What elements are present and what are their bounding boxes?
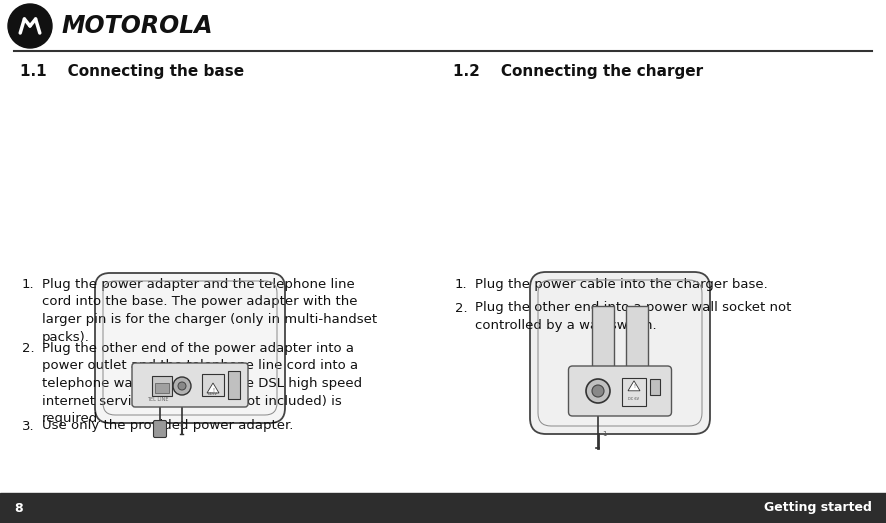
Circle shape	[592, 385, 604, 397]
Circle shape	[586, 379, 610, 403]
Bar	[626, 306, 648, 371]
Text: !: !	[212, 388, 214, 392]
FancyBboxPatch shape	[132, 363, 248, 407]
Text: Plug the power cable into the charger base.: Plug the power cable into the charger ba…	[475, 278, 768, 291]
Text: DC5V: DC5V	[208, 392, 218, 396]
Bar	[202, 374, 224, 396]
Text: 1.: 1.	[455, 278, 468, 291]
Text: Plug the other end of the power adapter into a
power outlet and the telephone li: Plug the other end of the power adapter …	[42, 342, 362, 425]
Text: 2.: 2.	[455, 301, 468, 314]
Text: DC 6V: DC 6V	[628, 397, 640, 401]
Text: Plug the other end into a power wall socket not
controlled by a wall switch.: Plug the other end into a power wall soc…	[475, 301, 791, 332]
Text: Plug the power adapter and the telephone line
cord into the base. The power adap: Plug the power adapter and the telephone…	[42, 278, 377, 344]
Text: 2.: 2.	[22, 342, 35, 355]
FancyBboxPatch shape	[530, 272, 710, 434]
Text: 1.: 1.	[22, 278, 35, 291]
FancyBboxPatch shape	[153, 420, 167, 438]
Text: !: !	[633, 384, 635, 389]
Text: 8: 8	[14, 502, 23, 515]
Bar	[155, 383, 169, 393]
Text: Getting started: Getting started	[764, 502, 872, 515]
FancyBboxPatch shape	[569, 366, 672, 416]
Bar	[0, 493, 886, 523]
Text: Use only the provided power adapter.: Use only the provided power adapter.	[42, 419, 293, 433]
Text: 1.1    Connecting the base: 1.1 Connecting the base	[20, 64, 245, 79]
Polygon shape	[207, 383, 219, 393]
Text: MOTOROLA: MOTOROLA	[62, 14, 214, 38]
Text: 1.2    Connecting the charger: 1.2 Connecting the charger	[453, 64, 703, 79]
Bar	[622, 378, 646, 406]
Polygon shape	[628, 381, 640, 391]
Text: 3.: 3.	[22, 419, 35, 433]
Circle shape	[173, 377, 191, 395]
Bar	[650, 379, 660, 395]
Text: TEL LINE: TEL LINE	[147, 397, 168, 402]
Circle shape	[8, 4, 52, 48]
Bar	[152, 376, 172, 396]
Bar	[228, 371, 240, 399]
Bar	[592, 306, 614, 371]
Text: 1: 1	[602, 431, 607, 437]
Circle shape	[178, 382, 186, 390]
FancyBboxPatch shape	[95, 273, 285, 423]
